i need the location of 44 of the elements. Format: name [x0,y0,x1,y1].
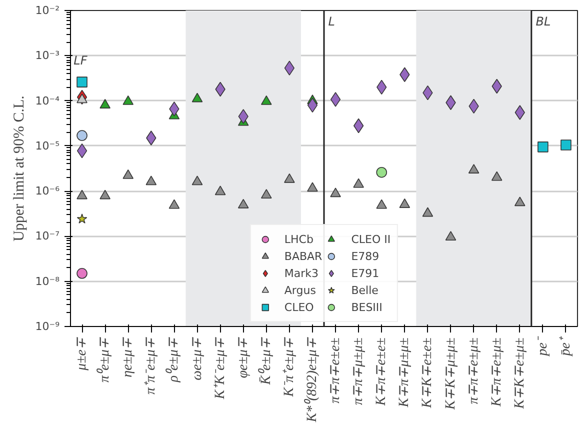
y-tick-label: 10⁻⁷ [35,230,60,243]
legend-label: Belle [351,283,378,297]
legend-label: LHCb [284,232,314,246]
legend-label: Mark3 [284,266,319,280]
x-tick-label: ρ⁰e±μ∓ [166,336,182,384]
y-tick-label: 10⁻⁶ [35,184,60,198]
x-tick-label: ηe±μ∓ [120,336,136,378]
x-tick-label: K∓π∓μ±μ± [397,337,412,408]
x-tick-label: π∓π∓e±e± [328,337,344,404]
x-tick-label: K∓K∓μ±μ± [443,337,458,411]
x-tick-label: μ±e∓ [74,336,90,372]
y-tick-label: 10⁻³ [35,49,60,62]
x-tick-label: p̄e⁺ [558,336,574,357]
x-tick-label: K⁻π⁺e±μ∓ [282,336,297,398]
legend-label: CLEO [284,300,314,314]
y-tick-label: 10⁻⁴ [35,94,60,108]
x-tick-label: K∓π∓e±e± [374,337,390,407]
legend-label: Argus [284,283,316,297]
x-tick-label: π∓π∓e±μ± [466,337,482,404]
legend-label: E791 [351,266,380,280]
legend-label: BESIII [351,300,382,314]
x-tick-label: π∓π∓μ±μ± [351,337,366,405]
x-tick-label: φe±μ∓ [236,336,251,378]
x-tick-label: K*⁰(892)e±μ∓ [304,336,320,424]
y-tick-label: 10⁻² [35,4,60,17]
legend-label: E789 [351,249,380,263]
x-tick-label: K∓π∓e±μ± [489,337,504,408]
y-axis-title: Upper limit at 90% C.L. [11,96,28,242]
annotation: L [328,14,335,28]
x-tick-label: K̄⁰e±μ∓ [258,336,274,386]
annotation: BL [536,14,551,28]
y-tick-label: 10⁻⁵ [35,139,60,152]
x-tick-label: K∓K∓e±e± [420,337,436,409]
legend-label: CLEO II [351,232,391,246]
y-tick-label: 10⁻⁹ [35,320,60,333]
x-tick-label: π⁺π⁻e±μ∓ [144,336,159,394]
annotation: LF [74,54,88,68]
x-tick-label: K⁺K⁻e±μ∓ [212,336,228,400]
x-tick-label: K∓K∓e±μ± [512,337,528,410]
y-tick-label: 10⁻⁸ [35,274,60,288]
x-tick-label: ωe±μ∓ [190,336,205,380]
x-tick-label: π⁰e±μ∓ [96,336,113,382]
x-tick-label: pe⁻ [535,336,550,357]
legend-label: BABAR [284,249,322,263]
